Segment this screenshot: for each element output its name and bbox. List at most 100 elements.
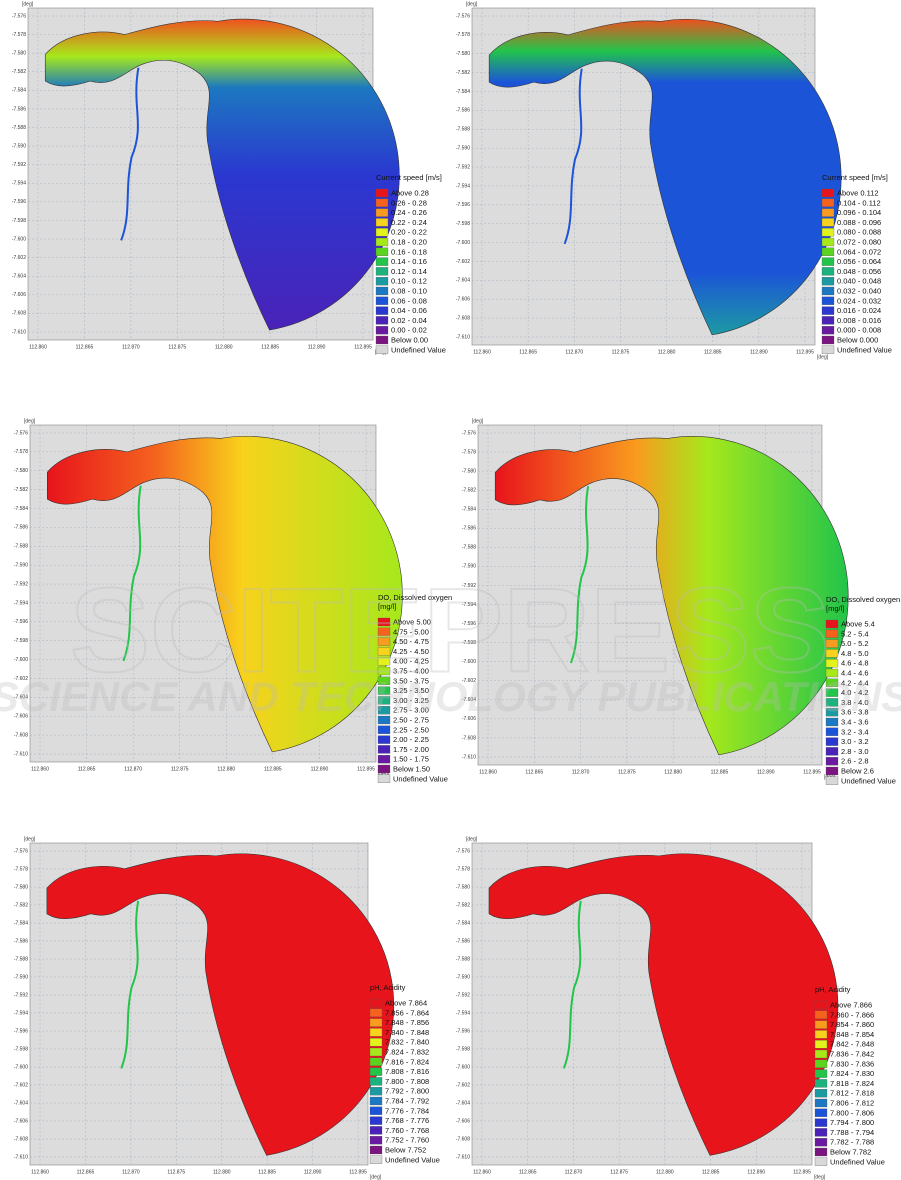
legend-swatch xyxy=(814,1098,828,1108)
legend-label: 7.854 - 7.860 xyxy=(830,1020,874,1029)
legend-label: 7.860 - 7.866 xyxy=(830,1010,874,1019)
legend-swatch xyxy=(369,1126,383,1135)
legend-swatch xyxy=(814,1089,828,1098)
y-tick-label: -7.604 xyxy=(14,695,28,701)
legend-swatch xyxy=(377,647,391,656)
legend-swatch xyxy=(825,708,839,717)
y-tick-label: -7.576 xyxy=(462,430,476,436)
legend-swatch xyxy=(825,727,839,736)
legend-swatch xyxy=(821,286,835,296)
x-tick-label: 112.870 xyxy=(122,344,140,350)
legend-label: Above 0.28 xyxy=(391,188,429,197)
legend-swatch xyxy=(821,208,835,217)
legend-swatch xyxy=(369,1096,383,1106)
legend-label: 0.104 - 0.112 xyxy=(837,198,881,207)
legend-label: 2.25 - 2.50 xyxy=(393,725,429,734)
water-body xyxy=(489,854,838,1156)
legend-label: Below 2.6 xyxy=(841,766,874,775)
legend-label: 7.794 - 7.800 xyxy=(830,1118,874,1127)
legend-swatch xyxy=(375,335,389,345)
y-tick-label: -7.586 xyxy=(456,938,470,944)
map-panel: -7.576 -7.578 -7.580 -7.582 -7.584 -7.586 -7.5… xyxy=(14,836,440,1180)
y-tick-label: -7.602 xyxy=(462,678,476,684)
legend-title: DO, Dissolved oxygen xyxy=(378,593,452,602)
legend-label: 7.812 - 7.818 xyxy=(830,1089,874,1098)
y-tick-label: -7.606 xyxy=(14,714,28,720)
y-tick-label: -7.586 xyxy=(462,526,476,532)
y-tick-label: -7.608 xyxy=(456,1136,470,1142)
x-tick-label: 112.895 xyxy=(803,769,821,775)
y-tick-label: -7.592 xyxy=(14,992,28,998)
y-axis-unit: [deg] xyxy=(472,418,484,424)
legend-label: 7.848 - 7.856 xyxy=(385,1018,429,1027)
y-tick-label: -7.584 xyxy=(14,920,28,926)
legend-label: 0.064 - 0.072 xyxy=(837,247,881,256)
x-tick-label: 112.870 xyxy=(565,349,583,355)
x-axis-unit: [deg] xyxy=(814,1174,826,1180)
legend-swatch xyxy=(821,228,835,237)
legend-swatch xyxy=(825,698,839,707)
legend-title: Current speed [m/s] xyxy=(376,173,442,182)
legend-swatch xyxy=(369,1087,383,1096)
x-tick-label: 112.865 xyxy=(519,349,537,355)
y-tick-label: -7.610 xyxy=(456,1154,470,1160)
y-tick-label: -7.606 xyxy=(14,1118,28,1124)
legend-label: 0.06 - 0.08 xyxy=(391,296,427,305)
x-tick-label: 112.865 xyxy=(77,1169,95,1175)
y-tick-label: -7.604 xyxy=(462,697,476,703)
legend-label: 0.18 - 0.20 xyxy=(391,237,427,246)
y-tick-label: -7.604 xyxy=(12,274,26,280)
legend-swatch xyxy=(821,198,835,207)
legend-label: 3.8 - 4.0 xyxy=(841,698,869,707)
x-tick-label: 112.895 xyxy=(796,349,814,355)
y-axis-unit: [deg] xyxy=(466,1,478,7)
legend-swatch xyxy=(821,247,835,256)
y-tick-label: -7.580 xyxy=(456,884,470,890)
legend-swatch xyxy=(375,286,389,296)
x-tick-label: 112.880 xyxy=(656,1169,674,1175)
domain-shape xyxy=(489,19,841,335)
legend-label: 3.50 - 3.75 xyxy=(393,676,429,685)
x-tick-label: 112.890 xyxy=(757,769,775,775)
y-tick-label: -7.596 xyxy=(456,202,470,208)
x-tick-label: 112.890 xyxy=(311,766,329,772)
legend-swatch xyxy=(825,629,839,638)
y-tick-label: -7.596 xyxy=(14,1028,28,1034)
legend-swatch xyxy=(825,619,839,629)
y-tick-label: -7.578 xyxy=(456,866,470,872)
legend-label: 7.776 - 7.784 xyxy=(385,1106,429,1115)
y-tick-label: -7.584 xyxy=(456,89,470,95)
legend-label: 5.2 - 5.4 xyxy=(841,629,869,638)
y-tick-label: -7.600 xyxy=(456,1064,470,1070)
x-tick-label: 112.890 xyxy=(747,1169,765,1175)
y-tick-label: -7.606 xyxy=(12,292,26,298)
x-tick-label: 112.870 xyxy=(122,1169,140,1175)
y-tick-label: -7.582 xyxy=(456,902,470,908)
legend-swatch xyxy=(369,1116,383,1125)
river xyxy=(564,901,581,1068)
legend-swatch xyxy=(369,1136,383,1145)
y-axis-unit: [deg] xyxy=(24,836,36,842)
legend-swatch xyxy=(825,649,839,658)
legend: DO, Dissolved oxygen[mg/l] Above 5.45.2 -… xyxy=(825,595,900,785)
legend-swatch xyxy=(369,1145,383,1155)
legend-swatch xyxy=(377,715,391,725)
legend-label: Undefined Value xyxy=(837,345,892,354)
legend-swatch xyxy=(825,757,839,766)
x-tick-label: 112.860 xyxy=(31,1169,49,1175)
legend-swatch xyxy=(825,766,839,776)
x-tick-label: 112.870 xyxy=(565,1169,583,1175)
legend-label: 0.016 - 0.024 xyxy=(837,306,881,315)
x-tick-label: 112.860 xyxy=(473,1169,491,1175)
legend-label: Undefined Value xyxy=(385,1155,440,1164)
y-tick-label: -7.602 xyxy=(14,1082,28,1088)
legend-swatch xyxy=(369,1057,383,1066)
y-tick-label: -7.600 xyxy=(456,240,470,246)
water-body xyxy=(495,436,848,754)
y-tick-label: -7.584 xyxy=(462,507,476,513)
y-tick-label: -7.582 xyxy=(462,488,476,494)
x-tick-label: 112.885 xyxy=(711,769,729,775)
legend-label: 4.4 - 4.6 xyxy=(841,668,869,677)
